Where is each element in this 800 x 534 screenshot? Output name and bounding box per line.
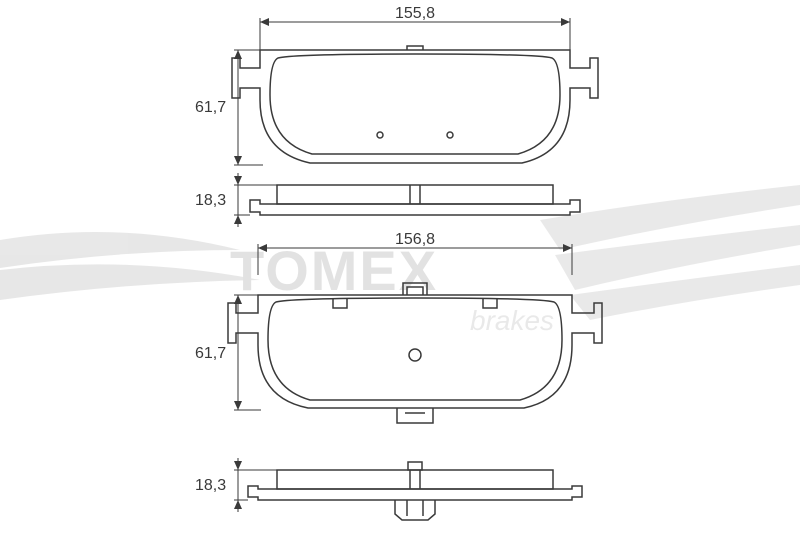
watermark: TOMEX brakes	[0, 185, 800, 336]
dim-upper-height-label: 61,7	[195, 99, 226, 116]
upper-pad-edge	[250, 185, 580, 215]
dim-lower-thickness-label: 18,3	[195, 477, 226, 494]
watermark-sub: brakes	[470, 305, 554, 336]
dim-lower-thickness: 18,3	[195, 458, 277, 512]
dim-upper-thickness: 18,3	[195, 173, 277, 227]
dim-upper-width-label: 155,8	[395, 5, 435, 22]
upper-pad-face	[232, 46, 598, 163]
dim-lower-height-label: 61,7	[195, 345, 226, 362]
tech-drawing: TOMEX brakes 155,8 61,7	[0, 0, 800, 534]
dim-lower-width-label: 156,8	[395, 231, 435, 248]
lower-pad-edge	[248, 462, 582, 520]
dim-upper-thickness-label: 18,3	[195, 192, 226, 209]
lower-pad-face	[228, 283, 602, 423]
dim-upper-width: 155,8	[260, 5, 570, 50]
